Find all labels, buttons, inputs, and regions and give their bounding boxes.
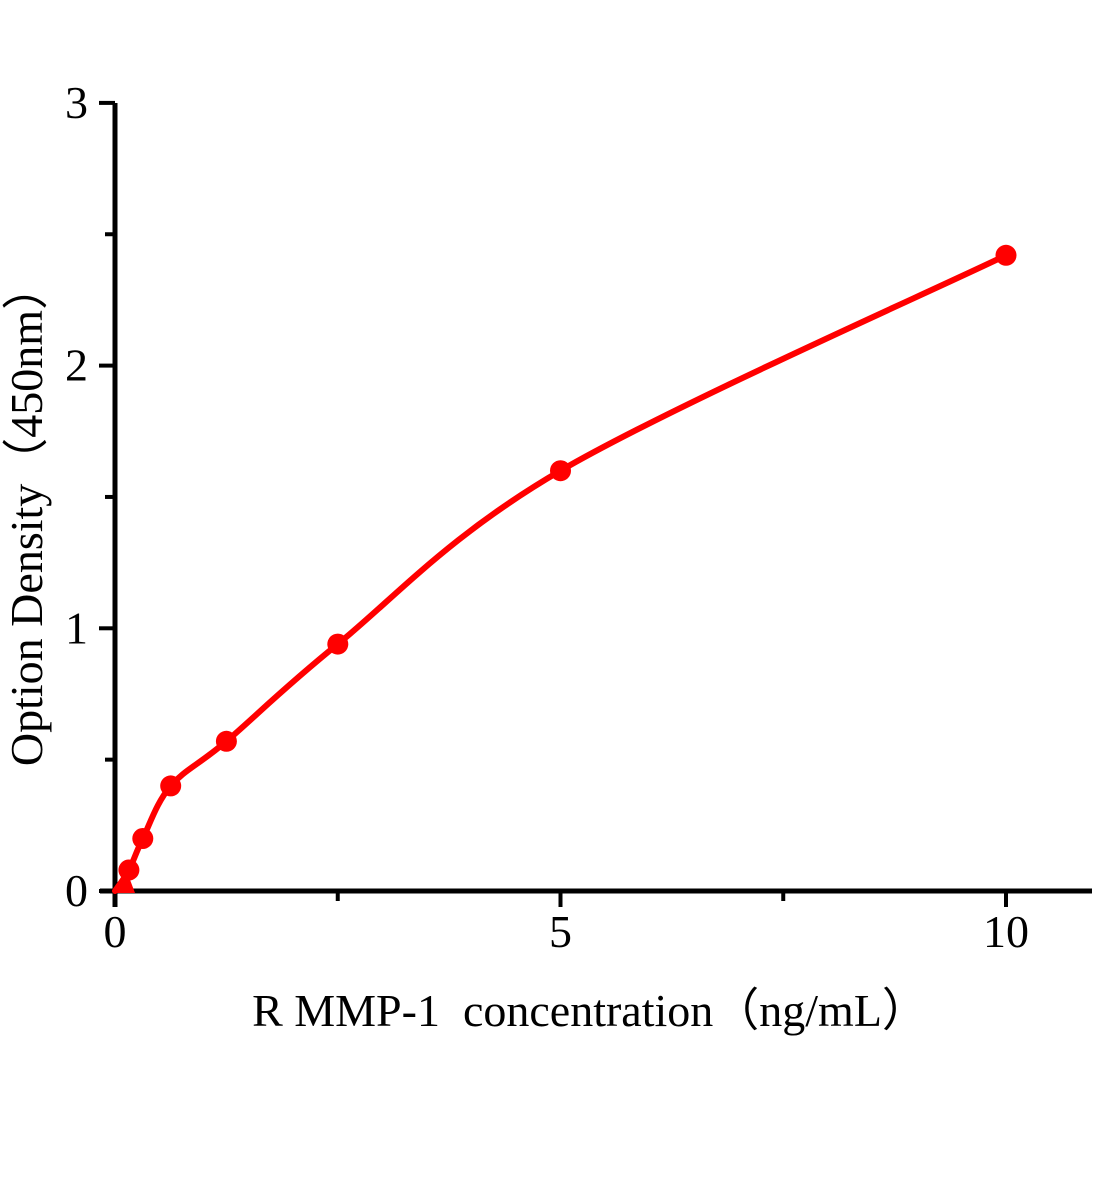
- data-point: [132, 828, 154, 849]
- y-tick-label: 0: [65, 865, 88, 916]
- x-tick-label: 5: [549, 906, 572, 957]
- data-point: [160, 775, 182, 797]
- data-point: [118, 859, 140, 881]
- y-tick-label: 1: [65, 602, 88, 653]
- y-axis-title: Option Density（450nm）: [1, 263, 52, 767]
- y-tick-label: 2: [65, 340, 88, 391]
- x-axis-title: R MMP-1 concentration（ng/mL）: [252, 985, 928, 1036]
- fitted-curve: [112, 252, 1009, 894]
- data-point: [327, 633, 349, 655]
- curve-start-marker: [115, 869, 135, 893]
- data-point: [995, 244, 1017, 266]
- data-point: [215, 730, 237, 752]
- x-tick-label: 10: [983, 906, 1029, 957]
- data-point: [550, 460, 571, 482]
- x-tick-label: 0: [104, 906, 127, 957]
- y-tick-label: 3: [65, 77, 88, 128]
